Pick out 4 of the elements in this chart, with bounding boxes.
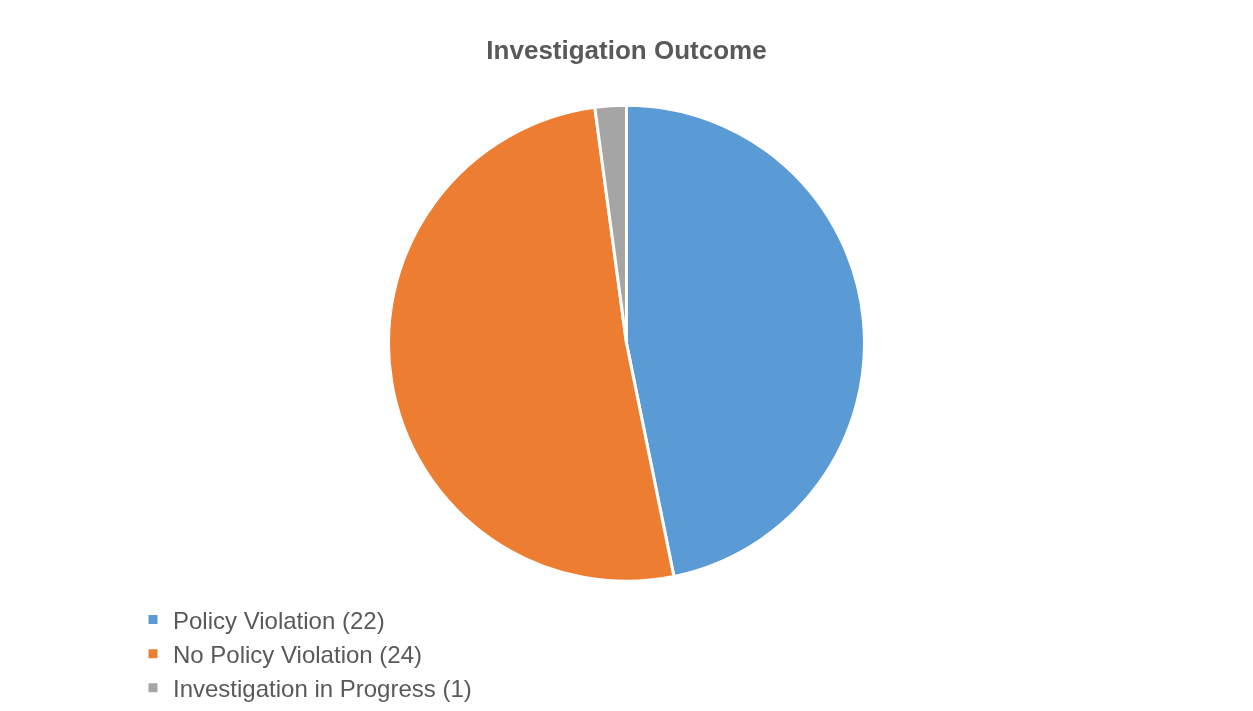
legend-label: Investigation in Progress (1) xyxy=(173,675,472,703)
chart-title: Investigation Outcome xyxy=(486,34,767,65)
legend-label: No Policy Violation (24) xyxy=(173,641,423,669)
legend-label: Policy Violation (22) xyxy=(173,606,385,634)
